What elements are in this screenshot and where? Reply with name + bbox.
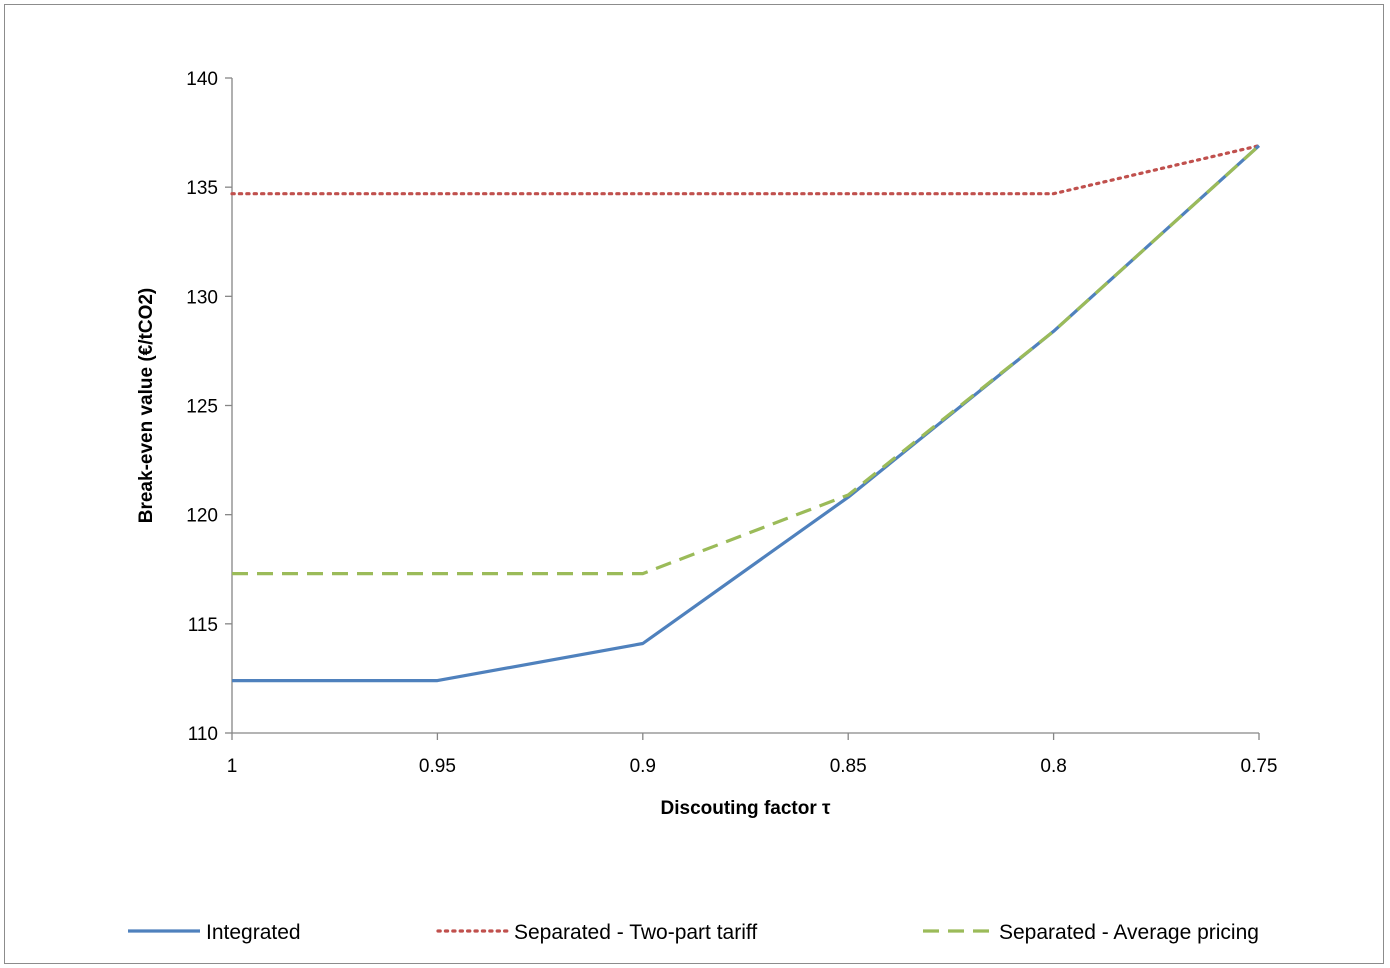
chart-frame bbox=[4, 4, 1384, 964]
y-tick-label: 130 bbox=[186, 287, 218, 308]
x-tick-label: 0.75 bbox=[1241, 756, 1278, 777]
series-line-2 bbox=[230, 144, 1261, 196]
legend: Integrated Separated - Two-part tariff Sep… bbox=[128, 921, 1259, 944]
legend-label: Integrated bbox=[206, 921, 301, 944]
x-tick-label: 0.95 bbox=[419, 756, 456, 777]
legend-item: Integrated bbox=[128, 921, 301, 944]
y-tick-label: 135 bbox=[186, 178, 218, 199]
x-tick-label: 0.9 bbox=[630, 756, 656, 777]
series-lines bbox=[230, 144, 1261, 683]
x-tick-label: 0.85 bbox=[830, 756, 867, 777]
x-tick-label: 1 bbox=[227, 756, 238, 777]
y-tick-label: 110 bbox=[188, 724, 218, 745]
x-tick-label: 0.8 bbox=[1040, 756, 1066, 777]
y-tick-label: 125 bbox=[186, 397, 218, 418]
x-axis-title: Discouting factor τ bbox=[661, 798, 832, 819]
series-line-3 bbox=[232, 144, 1261, 576]
legend-label: Separated - Two-part tariff bbox=[514, 921, 757, 944]
series-line-1 bbox=[232, 144, 1261, 683]
y-tick-label: 120 bbox=[186, 506, 218, 527]
legend-item: Separated - Average pricing bbox=[923, 921, 1259, 944]
legend-item: Separated - Two-part tariff bbox=[436, 921, 757, 944]
legend-label: Separated - Average pricing bbox=[999, 921, 1259, 944]
y-axis-title: Break-even value (€/tCO2) bbox=[136, 288, 157, 524]
axes: 110 115 120 125 130 135 140 1 0.95 0.9 0.85 0.8 0.75 bbox=[186, 69, 1277, 777]
y-tick-label: 140 bbox=[186, 69, 218, 90]
y-tick-label: 115 bbox=[188, 615, 218, 636]
